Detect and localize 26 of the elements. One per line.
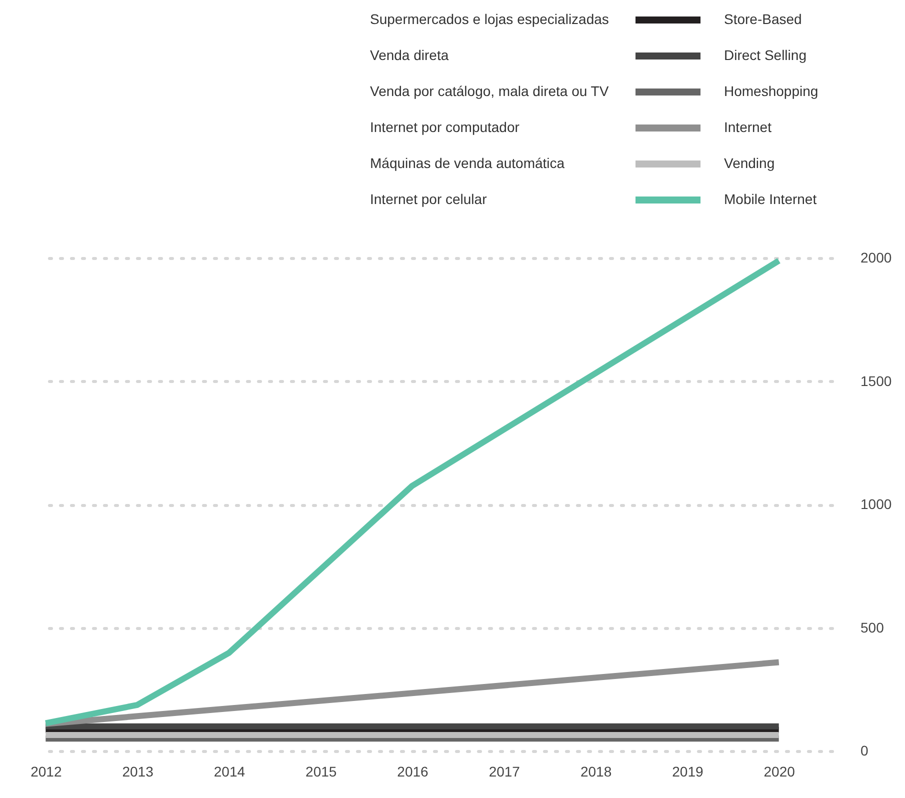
x-tick-label: 2018 [580, 764, 612, 780]
x-tick-label: 2017 [488, 764, 520, 780]
legend-label: Mobile Internet [724, 191, 817, 207]
y-tick-label: 1000 [860, 496, 892, 512]
x-tick-label: 2013 [122, 764, 154, 780]
text: Internet por computador [370, 119, 520, 135]
x-tick-label: 2012 [30, 764, 62, 780]
legend-label: Direct Selling [724, 47, 806, 63]
text: Internet por celular [370, 191, 488, 207]
text: Venda por catálogo, mala direta ou TV [370, 83, 610, 99]
text: Supermercados e lojas especializadas [370, 11, 609, 27]
x-tick-label: 2020 [764, 764, 796, 780]
y-tick-label: 0 [860, 742, 868, 758]
legend-label: Store-Based [724, 11, 802, 27]
x-tick-label: 2019 [672, 764, 704, 780]
y-tick-label: 2000 [860, 250, 892, 266]
x-tick-label: 2015 [306, 764, 337, 780]
y-tick-label: 1500 [860, 372, 892, 389]
legend-label: Internet [724, 119, 772, 135]
legend-label: Homeshopping [724, 83, 818, 99]
x-tick-label: 2016 [397, 764, 429, 780]
text: Venda direta [370, 47, 449, 63]
text: Máquinas de venda automática [370, 155, 565, 171]
x-tick-label: 2014 [214, 764, 246, 780]
y-tick-label: 500 [860, 619, 884, 636]
legend-label: Vending [724, 155, 775, 171]
